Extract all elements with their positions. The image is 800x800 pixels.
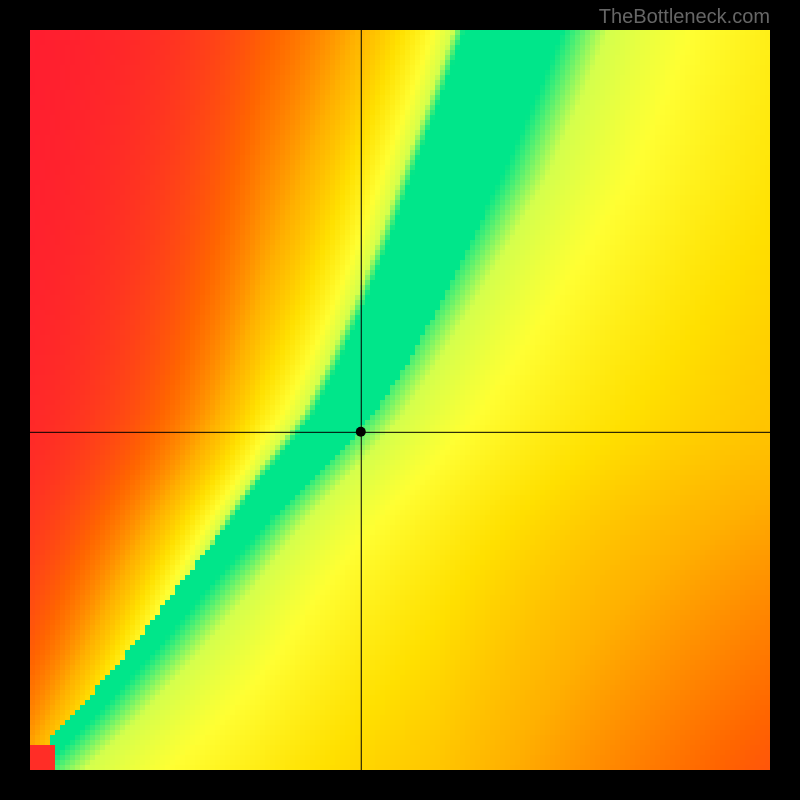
heatmap-chart: [30, 30, 770, 770]
watermark-text: TheBottleneck.com: [599, 6, 770, 29]
